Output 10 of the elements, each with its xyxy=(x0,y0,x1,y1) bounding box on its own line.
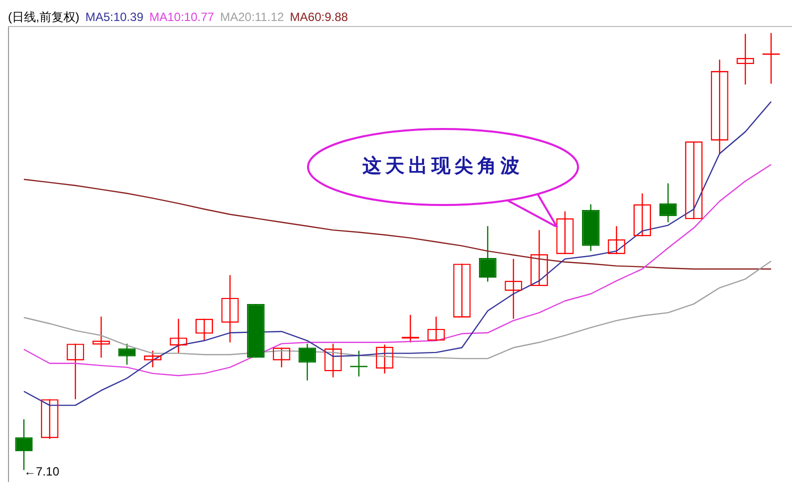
candlestick xyxy=(453,263,471,318)
candlestick xyxy=(685,140,703,220)
annotation: 这天出现尖角波 xyxy=(362,154,524,179)
text: MA10:10.77 xyxy=(149,10,214,24)
text: MA5:10.39 xyxy=(85,10,144,24)
candlestick xyxy=(118,343,136,366)
annotation: ←7.10 xyxy=(24,464,60,478)
text: MA60:9.88 xyxy=(290,10,348,24)
text: MA20:11.12 xyxy=(220,10,284,24)
chart-title: (日线,前复权) xyxy=(8,10,80,24)
